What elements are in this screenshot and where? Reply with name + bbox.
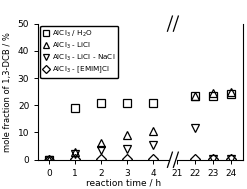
Y-axis label: mole fraction of 1,3-DCB / %: mole fraction of 1,3-DCB / % xyxy=(3,32,12,152)
Text: reaction time / h: reaction time / h xyxy=(86,178,161,187)
Legend: AlCl$_3$ / H$_2$O, AlCl$_3$ - LiCl, AlCl$_3$ - LiCl - NaCl, AlCl$_3$ - [EMIM]Cl: AlCl$_3$ / H$_2$O, AlCl$_3$ - LiCl, AlCl… xyxy=(41,26,118,78)
